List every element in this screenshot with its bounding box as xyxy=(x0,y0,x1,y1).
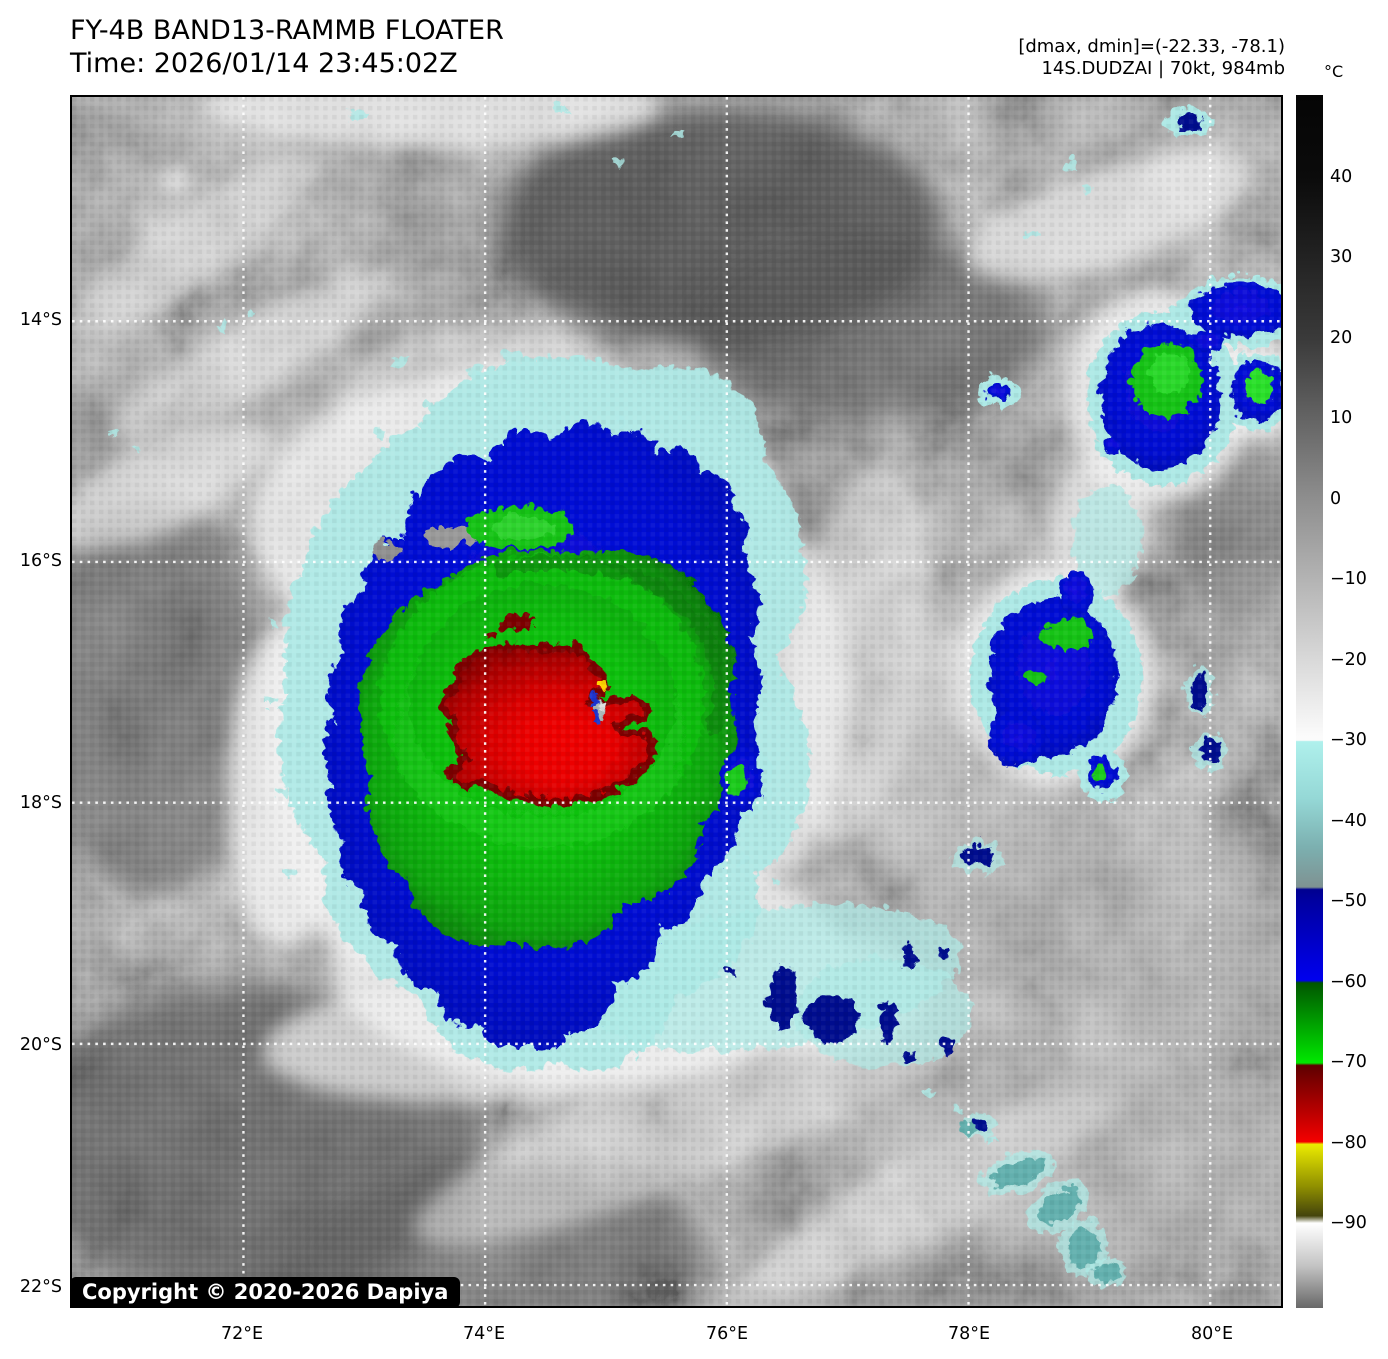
lat-tick-20s: 20°S xyxy=(19,1035,62,1055)
copyright-badge: Copyright © 2020-2026 Dapiya xyxy=(70,1277,461,1308)
cb-tick-m30: −30 xyxy=(1330,730,1367,750)
lat-tick-14s: 14°S xyxy=(19,310,62,330)
cb-tick-0: 0 xyxy=(1330,489,1342,509)
cb-tick-m20: −20 xyxy=(1330,650,1367,670)
header-right-block: [dmax, dmin]=(-22.33, -78.1) 14S.DUDZAI … xyxy=(1018,36,1285,80)
lat-tick-18s: 18°S xyxy=(19,793,62,813)
timestamp: Time: 2026/01/14 23:45:02Z xyxy=(70,48,458,79)
lon-tick-72e: 72°E xyxy=(220,1324,264,1344)
cb-tick-m70: −70 xyxy=(1330,1052,1367,1072)
cb-tick-m60: −60 xyxy=(1330,972,1367,992)
cb-tick-m40: −40 xyxy=(1330,811,1367,831)
cb-tick-20: 20 xyxy=(1330,328,1353,348)
cb-tick-m50: −50 xyxy=(1330,891,1367,911)
lon-tick-76e: 76°E xyxy=(705,1324,749,1344)
lat-tick-16s: 16°S xyxy=(19,551,62,571)
lat-tick-22s: 22°S xyxy=(19,1277,62,1297)
cb-tick-30: 30 xyxy=(1330,247,1353,267)
satellite-image xyxy=(70,95,1283,1308)
product-title: FY-4B BAND13-RAMMB FLOATER xyxy=(70,15,504,46)
cb-tick-m10: −10 xyxy=(1330,569,1367,589)
lon-tick-80e: 80°E xyxy=(1190,1324,1234,1344)
temperature-colorbar xyxy=(1296,95,1323,1308)
lon-tick-74e: 74°E xyxy=(462,1324,506,1344)
colorbar-unit-label: °C xyxy=(1324,62,1344,81)
cb-tick-m80: −80 xyxy=(1330,1133,1367,1153)
title-block: FY-4B BAND13-RAMMB FLOATER Time: 2026/01… xyxy=(70,14,504,80)
lon-tick-78e: 78°E xyxy=(947,1324,991,1344)
satellite-scene-svg xyxy=(72,97,1281,1306)
cb-tick-40: 40 xyxy=(1330,167,1353,187)
cb-tick-m90: −90 xyxy=(1330,1213,1367,1233)
cb-tick-10: 10 xyxy=(1330,408,1353,428)
storm-id-intensity: 14S.DUDZAI | 70kt, 984mb xyxy=(1041,58,1285,79)
pixelation-overlay xyxy=(72,97,1281,1306)
dmax-dmin-readout: [dmax, dmin]=(-22.33, -78.1) xyxy=(1018,36,1285,57)
